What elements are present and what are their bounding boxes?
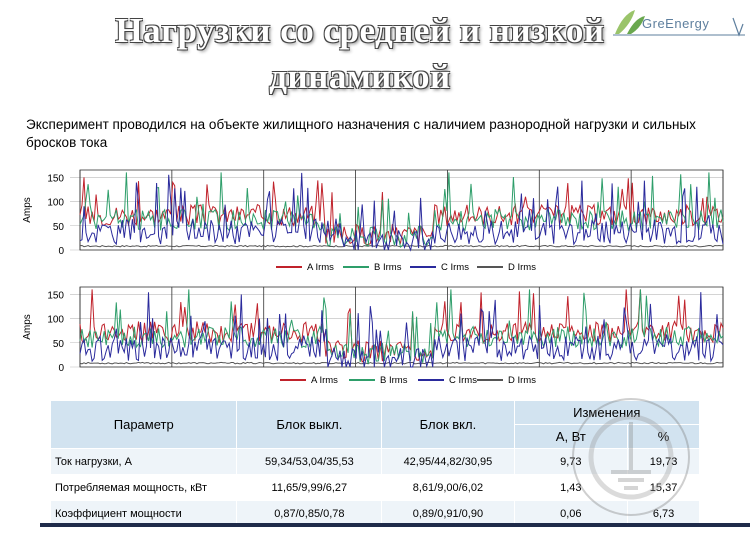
row-on: 42,95/44,82/30,95 [381,448,515,475]
slide-title-line-1: Нагрузки со средней и низкой [115,11,605,50]
row-abs: 0,06 [513,500,629,527]
current-chart-1: Amps 150 100 50 0 A Irms B Irms C Irms D Irm… [18,162,730,280]
series-c-irms [79,172,724,252]
row-pct: 6,73 [627,500,700,527]
experiment-description: Эксперимент проводился на объекте жилищн… [26,117,696,150]
row-param: Потребляемая мощность, кВт [49,474,238,501]
row-on: 8,61/9,00/6,02 [381,474,515,501]
header-abs-change: А, Вт [513,424,629,449]
leaf-logo-icon [613,10,745,37]
legend-b-irms: B Irms [349,375,407,386]
y-tick-label: 100 [47,198,64,209]
legend-d-irms: D Irms [477,262,536,273]
current-chart-2-plot: Amps 150 100 50 0 [22,286,724,374]
y-tick-label: 50 [53,222,65,233]
series-c-irms [79,292,724,369]
header-pct-change: % [627,424,700,449]
chart-2-legend: A Irms B Irms C Irms D Irms [18,375,730,389]
row-abs: 1,43 [513,474,629,501]
current-chart-2: Amps 150 100 50 0 A Irms B Irms C Irms D Irm… [18,281,730,399]
row-off: 11,65/9,99/6,27 [236,474,383,501]
legend-d-irms: D Irms [477,375,536,386]
y-axis-label: Amps [22,314,33,340]
results-table: Параметр Блок выкл. Блок вкл. Изменения … [49,400,701,527]
y-tick-label: 150 [47,173,64,184]
chart-1-legend: A Irms B Irms C Irms D Irms [18,262,730,276]
logo-text: GreEnergy [642,16,710,31]
row-param: Ток нагрузки, А [49,448,238,475]
header-block-on: Блок вкл. [381,400,515,449]
table-row: Ток нагрузки, А 59,34/53,04/35,53 42,95/… [49,448,700,475]
row-param: Коэффициент мощности [49,500,238,527]
row-off: 59,34/53,04/35,53 [236,448,383,475]
row-pct: 19,73 [627,448,700,475]
y-tick-label: 50 [53,339,65,350]
y-tick-label: 100 [47,315,64,326]
table-row: Коэффициент мощности 0,87/0,85/0,78 0,89… [49,500,700,527]
slide-title-line-2: динамикой [269,57,451,96]
header-parameter: Параметр [49,400,238,449]
row-on: 0,89/0,91/0,90 [381,500,515,527]
company-logo: GreEnergy [605,4,750,44]
header-block-off: Блок выкл. [236,400,383,449]
header-changes: Изменения [513,400,701,425]
series-b-irms [79,172,724,248]
y-axis-label: Amps [22,197,33,223]
y-tick-label: 0 [58,246,64,257]
legend-b-irms: B Irms [343,262,401,273]
y-tick-label: 150 [47,290,64,301]
legend-c-irms: C Irms [418,375,477,386]
row-abs: 9,73 [513,448,629,475]
slide-title: Нагрузки со средней и низкой динамикой [60,8,660,100]
bottom-divider [40,523,750,527]
current-chart-1-plot: Amps 150 100 50 0 [22,169,724,257]
y-tick-label: 0 [58,363,64,374]
series-d-irms [79,361,724,365]
table-row: Потребляемая мощность, кВт 11,65/9,99/6,… [49,474,700,501]
row-pct: 15,37 [627,474,700,501]
plot-frame [79,169,724,251]
legend-a-irms: A Irms [280,375,338,386]
legend-a-irms: A Irms [276,262,334,273]
legend-c-irms: C Irms [410,262,469,273]
